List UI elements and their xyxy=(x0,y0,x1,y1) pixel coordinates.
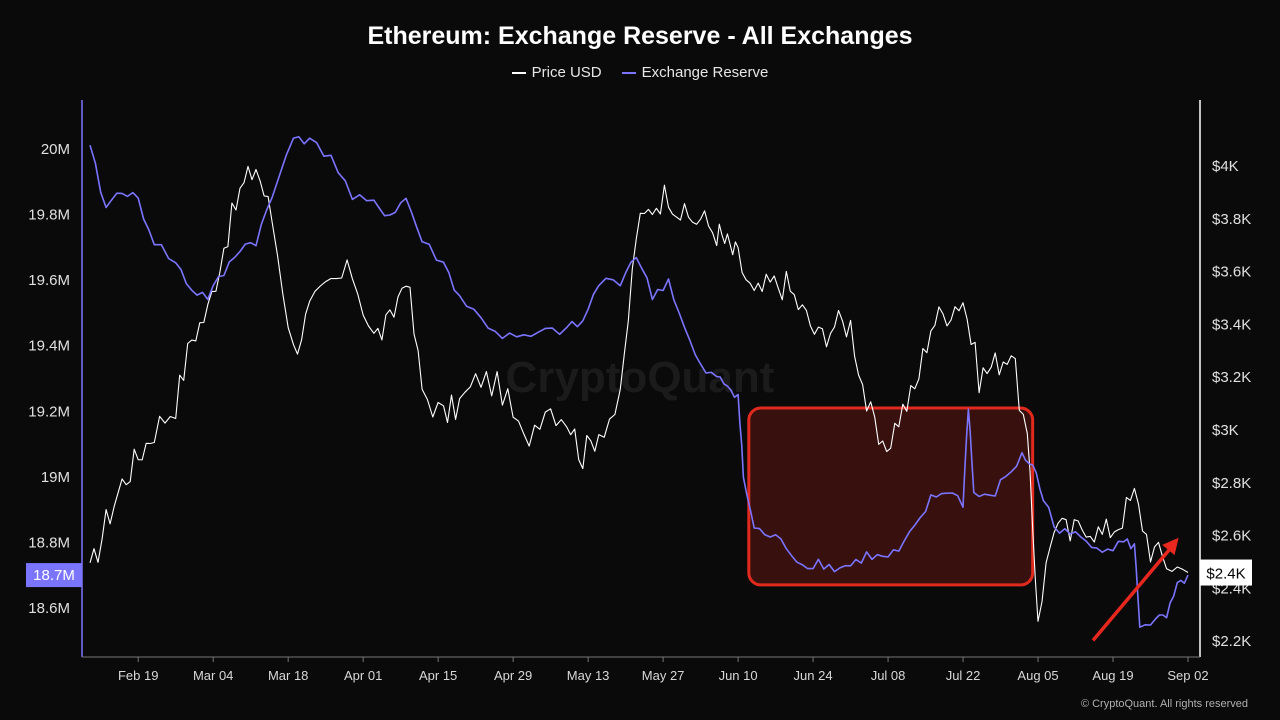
legend-item-reserve[interactable]: Exchange Reserve xyxy=(621,64,769,81)
right-tick-label: $2.2K xyxy=(1212,633,1251,650)
left-tick-label: 19.2M xyxy=(28,403,70,420)
x-tick-label: Jul 22 xyxy=(946,668,981,683)
price-swatch xyxy=(511,71,526,74)
arrow-shaft xyxy=(1091,544,1174,642)
arrow-head xyxy=(1162,537,1179,556)
x-tick-label: May 27 xyxy=(642,668,685,683)
right-current-value: $2.4K xyxy=(1206,566,1245,583)
x-tick-label: Aug 19 xyxy=(1092,668,1133,683)
watermark: CryptoQuant xyxy=(506,353,775,402)
reserve-swatch xyxy=(621,71,636,74)
left-tick-label: 19.4M xyxy=(28,338,70,355)
highlight-box xyxy=(747,406,1035,587)
x-tick-label: May 13 xyxy=(567,668,610,683)
legend: Price USD Exchange Reserve xyxy=(0,64,1280,81)
right-tick-label: $3K xyxy=(1212,422,1239,439)
x-tick-label: Aug 05 xyxy=(1017,668,1058,683)
x-tick-label: Feb 19 xyxy=(118,668,158,683)
right-tick-label: $3.6K xyxy=(1212,264,1251,281)
legend-label-price: Price USD xyxy=(531,64,602,81)
x-tick-label: Jun 10 xyxy=(719,668,758,683)
x-tick-label: Sep 02 xyxy=(1167,668,1208,683)
legend-item-price[interactable]: Price USD xyxy=(511,64,602,81)
x-tick-label: Apr 15 xyxy=(419,668,457,683)
left-tick-label: 18.6M xyxy=(28,600,70,617)
left-tick-label: 19.6M xyxy=(28,272,70,289)
left-tick-label: 19.8M xyxy=(28,207,70,224)
right-tick-label: $3.8K xyxy=(1212,211,1251,228)
x-tick-label: Jul 08 xyxy=(871,668,906,683)
right-tick-label: $3.2K xyxy=(1212,369,1251,386)
right-tick-label: $2.6K xyxy=(1212,528,1251,545)
x-tick-label: Mar 04 xyxy=(193,668,233,683)
exchange-reserve-line xyxy=(89,136,1189,629)
x-tick-label: Apr 29 xyxy=(494,668,532,683)
left-current-badge xyxy=(26,563,82,588)
chart-title: Ethereum: Exchange Reserve - All Exchang… xyxy=(367,22,913,50)
x-tick-label: Jun 24 xyxy=(794,668,833,683)
x-tick-label: Apr 01 xyxy=(344,668,382,683)
right-tick-label: $2.8K xyxy=(1212,475,1251,492)
left-current-value: 18.7M xyxy=(33,567,75,584)
left-tick-label: 18.8M xyxy=(28,534,70,551)
left-tick-label: 20M xyxy=(41,141,70,158)
copyright-text: © CryptoQuant. All rights reserved xyxy=(1080,698,1248,710)
right-tick-label: $3.4K xyxy=(1212,316,1251,333)
legend-label-reserve: Exchange Reserve xyxy=(641,64,769,81)
left-tick-label: 19M xyxy=(41,469,70,486)
x-tick-label: Mar 18 xyxy=(268,668,308,683)
right-current-badge xyxy=(1200,559,1252,586)
right-tick-label: $4K xyxy=(1212,158,1239,175)
